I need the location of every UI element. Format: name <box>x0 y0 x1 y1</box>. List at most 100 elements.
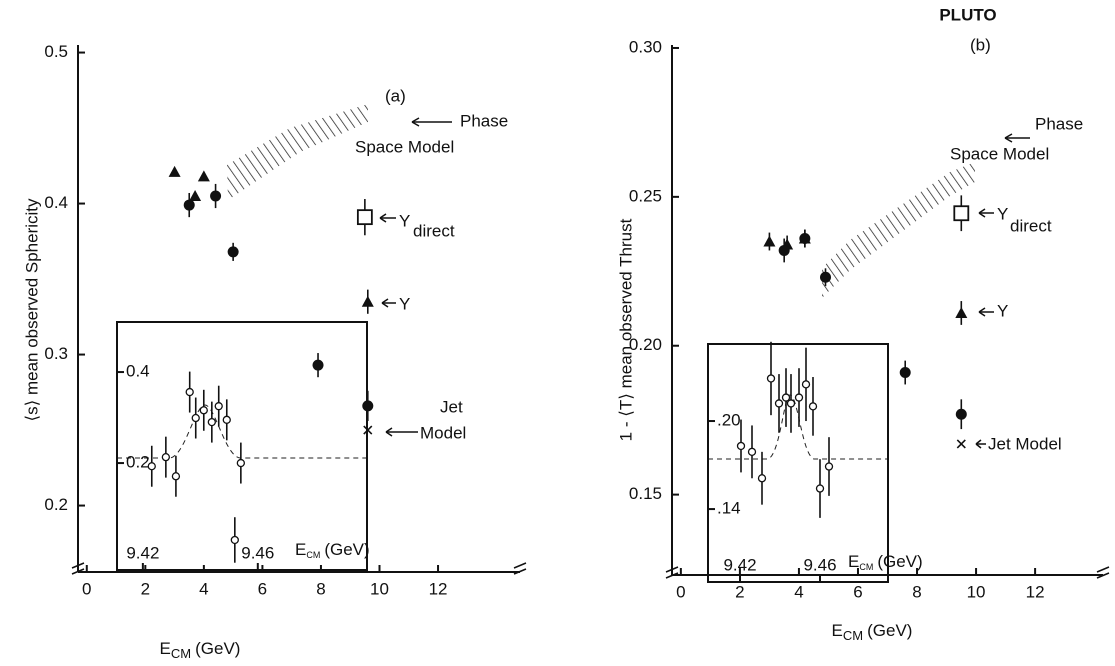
point <box>757 474 767 483</box>
point <box>168 165 181 177</box>
point <box>899 367 911 379</box>
point <box>207 417 216 427</box>
arrow-head <box>1004 133 1013 143</box>
point <box>227 246 239 258</box>
point <box>766 374 776 383</box>
point <box>161 452 171 462</box>
x-tick-label: 12 <box>1026 582 1045 601</box>
x-tick-label: 2 <box>141 579 150 598</box>
y-tick-label: 0.30 <box>629 37 662 56</box>
x-tick-label: 0 <box>82 579 91 598</box>
point <box>356 209 373 226</box>
phase-space-band <box>822 162 975 298</box>
point <box>189 190 202 202</box>
annotation: Phase <box>1035 114 1083 133</box>
x-axis-label: ECM (GeV) <box>295 540 370 560</box>
annotation: Υ <box>399 211 410 230</box>
chart-title: PLUTO <box>939 5 996 24</box>
y-tick-label: 0.25 <box>629 186 662 205</box>
y-tick-label: .20 <box>717 411 741 430</box>
x-tick-label: 8 <box>912 582 921 601</box>
annotation: Space Model <box>355 137 454 156</box>
point <box>736 441 746 451</box>
point <box>361 295 374 307</box>
arrow-head <box>379 213 387 223</box>
annotation: direct <box>413 221 455 240</box>
point <box>147 462 156 471</box>
panel-label: (a) <box>385 86 406 105</box>
x-axis-label-part: E <box>832 621 843 640</box>
arrow-head <box>975 439 982 449</box>
annotation: Υ <box>997 301 1008 320</box>
y-tick-label: .14 <box>717 499 741 518</box>
fit-curve <box>117 404 367 459</box>
point <box>210 190 222 202</box>
x-axis-label-part: (GeV) <box>324 540 369 559</box>
point <box>774 399 784 408</box>
inset-frame <box>707 343 889 583</box>
x-axis-label-part: E <box>848 552 859 571</box>
point <box>953 205 970 222</box>
x-tick-label: 4 <box>794 582 803 601</box>
arrow-head <box>385 427 393 437</box>
y-tick-label: 0.2 <box>44 495 68 514</box>
point <box>778 244 790 256</box>
point <box>312 359 324 371</box>
annotation: Υ <box>399 294 410 313</box>
arrow-head <box>411 117 420 127</box>
fit-curve <box>708 394 888 460</box>
arrow-head <box>978 208 986 218</box>
point <box>171 472 181 481</box>
y-tick-label: 0.5 <box>44 42 68 61</box>
y-tick-label: 0.2 <box>126 453 150 472</box>
x-tick-label: 12 <box>429 579 448 598</box>
point <box>191 413 200 423</box>
arrow-head <box>978 307 986 317</box>
point <box>747 447 757 456</box>
annotation: Jet Model <box>988 434 1062 453</box>
x-axis-label: ECM (GeV) <box>848 552 923 572</box>
point <box>183 199 195 211</box>
point <box>763 235 776 247</box>
x-tick-label: 9.46 <box>803 555 836 574</box>
x-tick-label: 9.42 <box>126 543 159 562</box>
annotation: Jet <box>440 397 463 416</box>
x-axis-label: ECM (GeV) <box>832 621 913 643</box>
arrows <box>379 117 1030 449</box>
annotation: Space Model <box>950 144 1049 163</box>
x-tick-label: 8 <box>316 579 325 598</box>
x-axis-label-part: CM <box>306 550 320 560</box>
point <box>199 406 208 415</box>
phase-space-band <box>227 104 368 200</box>
y-axis-label: ⟨s⟩ mean observed Sphericity <box>22 198 41 422</box>
point <box>794 393 804 402</box>
x-tick-label: 9.42 <box>723 555 756 574</box>
point <box>801 380 811 389</box>
x-axis-label: ECM (GeV) <box>160 639 241 661</box>
x-tick-label: 10 <box>370 579 389 598</box>
x-tick-label: 6 <box>853 582 862 601</box>
inset-frame <box>116 321 368 571</box>
y-axis-label: 1 - ⟨T⟩ mean observed Thrust <box>616 218 635 441</box>
point <box>955 306 968 318</box>
x-axis-label-part: (GeV) <box>195 639 240 658</box>
x-tick-label: 9.46 <box>241 543 274 562</box>
point <box>236 458 246 468</box>
y-tick-label: 0.4 <box>44 193 68 212</box>
y-tick-label: 0.3 <box>44 344 68 363</box>
x-tick-label: 4 <box>199 579 208 598</box>
x-axis-label-part: (GeV) <box>867 621 912 640</box>
x-axis-label-part: (GeV) <box>877 552 922 571</box>
x-axis-label-part: CM <box>859 562 873 572</box>
annotation: Υ <box>997 204 1008 223</box>
x-axis-label-part: E <box>160 639 171 658</box>
x-tick-label: 6 <box>258 579 267 598</box>
point <box>799 233 811 245</box>
point <box>955 408 967 420</box>
annotation: Model <box>420 423 466 442</box>
y-tick-label: 0.20 <box>629 335 662 354</box>
x-axis-label-part: CM <box>171 646 191 661</box>
point <box>824 462 834 471</box>
